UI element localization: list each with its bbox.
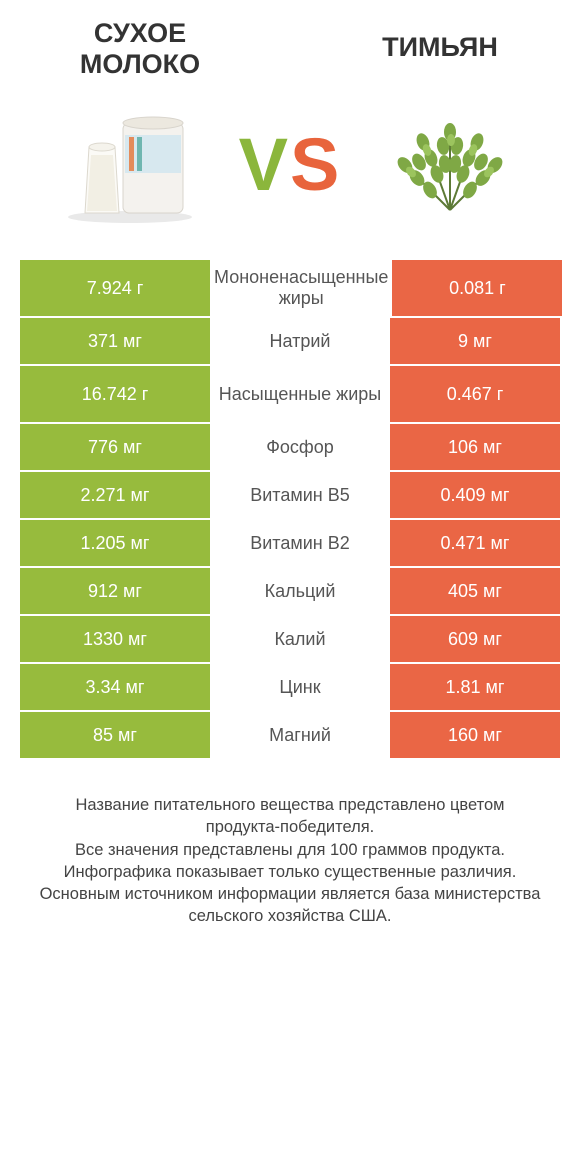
left-value: 912 мг <box>20 568 210 616</box>
right-value: 0.467 г <box>390 366 560 424</box>
vs-v: V <box>239 123 290 206</box>
milk-icon <box>50 100 210 230</box>
table-row: 16.742 гНасыщенные жиры0.467 г <box>20 366 560 424</box>
thyme-icon <box>370 100 530 230</box>
nutrient-label: Витамин B5 <box>210 472 390 520</box>
left-value: 776 мг <box>20 424 210 472</box>
table-row: 3.34 мгЦинк1.81 мг <box>20 664 560 712</box>
comparison-table: 7.924 гМононенасыщенные жиры0.081 г371 м… <box>20 260 560 760</box>
table-row: 1330 мгКалий609 мг <box>20 616 560 664</box>
right-value: 106 мг <box>390 424 560 472</box>
table-row: 371 мгНатрий9 мг <box>20 318 560 366</box>
right-value: 0.471 мг <box>390 520 560 568</box>
vs-label: VS <box>239 128 342 202</box>
right-value: 405 мг <box>390 568 560 616</box>
left-value: 2.271 мг <box>20 472 210 520</box>
left-value: 371 мг <box>20 318 210 366</box>
nutrient-label: Фосфор <box>210 424 390 472</box>
header: Сухое молоко Тимьян <box>20 18 560 90</box>
footer-notes: Название питательного вещества представл… <box>20 760 560 928</box>
vs-s: S <box>290 123 341 206</box>
left-value: 1330 мг <box>20 616 210 664</box>
table-row: 1.205 мгВитамин B20.471 мг <box>20 520 560 568</box>
left-product-title: Сухое молоко <box>40 18 240 80</box>
right-value: 1.81 мг <box>390 664 560 712</box>
nutrient-label: Мононенасыщенные жиры <box>210 260 392 318</box>
nutrient-label: Калий <box>210 616 390 664</box>
nutrient-label: Витамин B2 <box>210 520 390 568</box>
nutrient-label: Насыщенные жиры <box>210 366 390 424</box>
nutrient-label: Натрий <box>210 318 390 366</box>
nutrient-label: Кальций <box>210 568 390 616</box>
footer-line-4: Основным источником информации является … <box>38 883 542 928</box>
right-value: 0.409 мг <box>390 472 560 520</box>
nutrient-label: Магний <box>210 712 390 760</box>
left-value: 7.924 г <box>20 260 210 318</box>
right-value: 0.081 г <box>392 260 562 318</box>
table-row: 776 мгФосфор106 мг <box>20 424 560 472</box>
infographic-page: Сухое молоко Тимьян VS <box>0 0 580 1174</box>
right-product-title: Тимьян <box>340 18 540 63</box>
table-row: 7.924 гМононенасыщенные жиры0.081 г <box>20 260 560 318</box>
right-value: 160 мг <box>390 712 560 760</box>
left-value: 3.34 мг <box>20 664 210 712</box>
vs-row: VS <box>20 90 560 260</box>
table-row: 912 мгКальций405 мг <box>20 568 560 616</box>
nutrient-label: Цинк <box>210 664 390 712</box>
table-row: 2.271 мгВитамин B50.409 мг <box>20 472 560 520</box>
right-value: 9 мг <box>390 318 560 366</box>
footer-line-1: Название питательного вещества представл… <box>38 794 542 839</box>
footer-line-2: Все значения представлены для 100 граммо… <box>38 839 542 861</box>
left-value: 16.742 г <box>20 366 210 424</box>
right-value: 609 мг <box>390 616 560 664</box>
left-value: 1.205 мг <box>20 520 210 568</box>
table-row: 85 мгМагний160 мг <box>20 712 560 760</box>
footer-line-3: Инфографика показывает только существенн… <box>38 861 542 883</box>
left-value: 85 мг <box>20 712 210 760</box>
